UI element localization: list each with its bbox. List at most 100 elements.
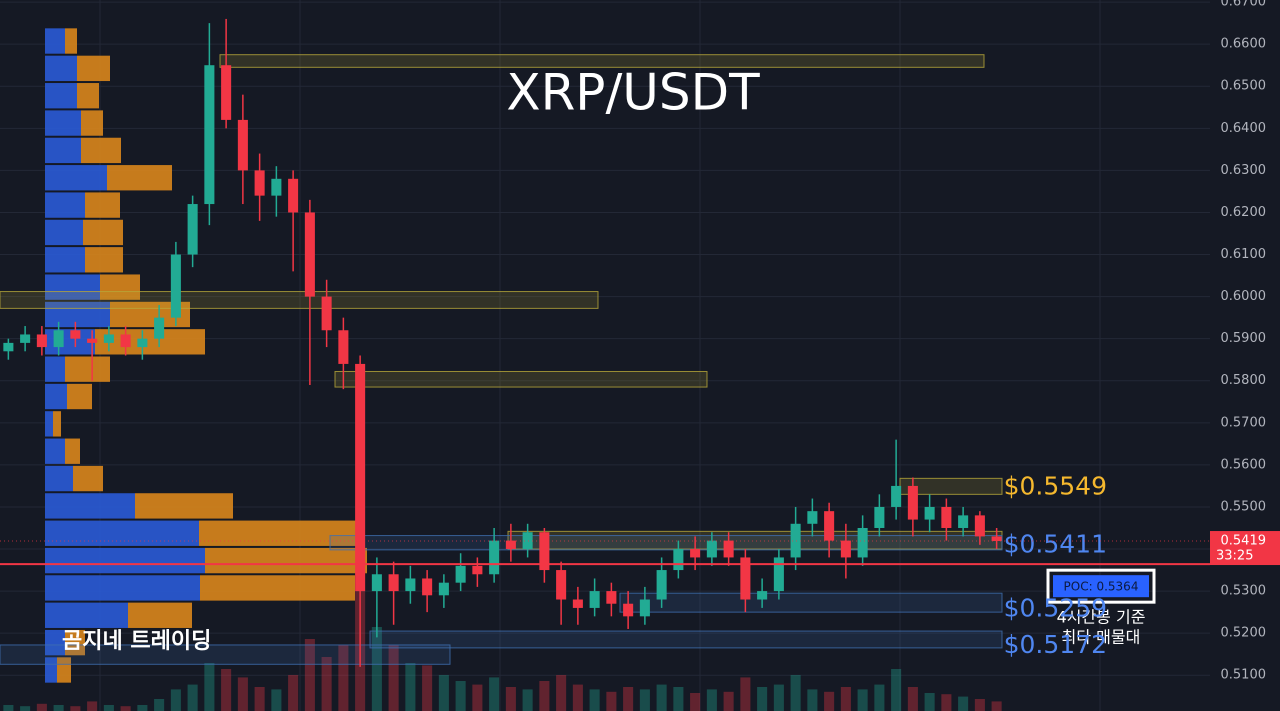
volume-bar [53, 705, 64, 711]
candle-body [70, 330, 81, 339]
candle-body [254, 170, 265, 196]
candle-body [522, 532, 533, 550]
volume-bar [924, 693, 935, 711]
candle-body [371, 574, 382, 592]
zone [219, 54, 985, 68]
y-tick-label: 0.5600 [1221, 457, 1267, 472]
profile-sell [77, 55, 110, 82]
volume-bar [36, 703, 47, 711]
volume-bar [639, 689, 650, 711]
profile-sell [65, 629, 85, 656]
candle-body [974, 515, 985, 537]
zone [329, 535, 1003, 551]
profile-sell [83, 219, 123, 246]
volume-bar [405, 663, 416, 711]
y-tick-label: 0.6700 [1221, 0, 1267, 10]
profile-buy [45, 629, 65, 656]
volume-bar [958, 696, 969, 711]
volume-bar [170, 689, 181, 711]
y-tick-label: 0.6200 [1221, 205, 1267, 220]
candle-body [824, 511, 835, 541]
candle-body [20, 334, 31, 343]
volume-bar [204, 663, 215, 711]
profile-sell [65, 356, 110, 382]
profile-buy [45, 110, 81, 136]
profile-sell [67, 383, 92, 410]
level-label: $0.5259 [1004, 593, 1107, 622]
zone [369, 630, 1003, 649]
poc-box [1046, 568, 1156, 604]
volume-bar [338, 645, 349, 711]
volume-bar [472, 684, 483, 711]
zone [0, 291, 599, 309]
volume-bar [137, 705, 148, 711]
volume-bar [706, 689, 717, 711]
chart-title: XRP/USDT [506, 64, 760, 122]
profile-buy [45, 192, 85, 218]
candle-body [422, 578, 433, 596]
candle-body [321, 296, 332, 331]
candle-body [170, 254, 181, 318]
y-tick-label: 0.5200 [1221, 626, 1267, 641]
volume-bar [773, 684, 784, 711]
watermark: 곰지네 트레이딩 [62, 629, 211, 654]
profile-sell [77, 83, 99, 109]
volume-bar [991, 701, 1002, 711]
level-label: $0.5172 [1004, 630, 1107, 659]
candle-body [991, 536, 1002, 542]
candle-body [3, 342, 14, 352]
candle-body [338, 330, 349, 364]
volume-bar [974, 699, 985, 711]
candle-body [103, 334, 114, 343]
volume-bar [874, 684, 885, 711]
y-tick-label: 0.6600 [1221, 37, 1267, 52]
volume-bar [824, 691, 835, 711]
y-tick-label: 0.5300 [1221, 584, 1267, 599]
candle-body [941, 506, 952, 528]
y-tick-label: 0.6500 [1221, 79, 1267, 94]
volume-bar [187, 684, 198, 711]
candle-body [438, 582, 449, 596]
profile-sell [53, 411, 61, 437]
volume-bar [288, 675, 299, 711]
level-label: $0.5411 [1004, 529, 1107, 558]
volume-bar [154, 699, 165, 711]
volume-bar [489, 677, 500, 711]
profile-buy [45, 165, 107, 191]
volume-bar [723, 691, 734, 711]
candle-body [137, 338, 148, 348]
y-tick-label: 0.5700 [1221, 415, 1267, 430]
profile-buy [45, 137, 81, 164]
volume-bar [87, 701, 98, 711]
candle-body [154, 317, 165, 339]
zones [0, 54, 1003, 665]
last-price-box [1210, 531, 1280, 566]
candle-body [874, 506, 885, 528]
profile-sell [85, 192, 120, 218]
poc-note: 4시간봉 기준 [1057, 608, 1146, 627]
volume-bar [20, 706, 31, 711]
profile-buy [45, 657, 57, 683]
candle-body [623, 603, 634, 617]
candle-body [757, 591, 768, 600]
volume-bar [556, 675, 567, 711]
candle-body [204, 65, 215, 205]
volume-bar [522, 689, 533, 711]
candle-body [304, 212, 315, 297]
y-tick-label: 0.5500 [1221, 499, 1267, 514]
candle-body [790, 523, 801, 558]
volume-bar [304, 639, 315, 711]
y-tick-label: 0.5900 [1221, 331, 1267, 346]
level-label: $0.5549 [1004, 471, 1107, 500]
volume-bar [103, 705, 114, 711]
poc-note: 최다 매물대 [1062, 628, 1141, 647]
volume-bar [371, 627, 382, 711]
volume-bar [572, 684, 583, 711]
volume-bar [271, 689, 282, 711]
candle-body [388, 574, 399, 592]
candle-body [673, 549, 684, 571]
profile-buy [45, 602, 128, 628]
candle-body [706, 540, 717, 558]
volume-bar [221, 669, 232, 711]
zone [0, 644, 451, 665]
